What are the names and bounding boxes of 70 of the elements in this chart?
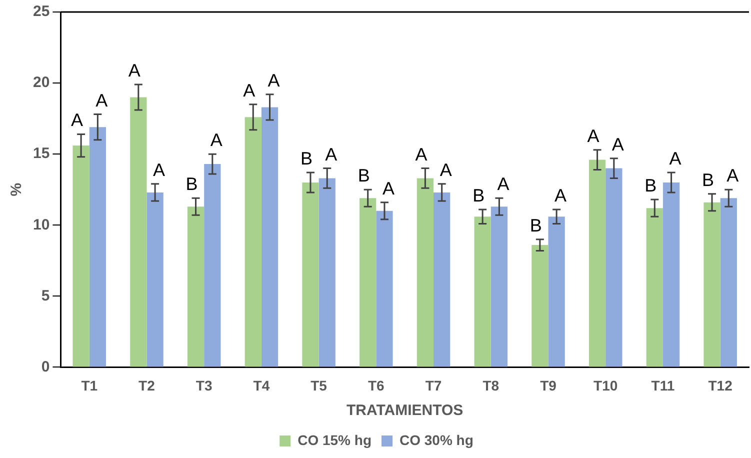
bar [704, 202, 720, 367]
bar [588, 160, 606, 367]
bar [548, 216, 565, 367]
bar [244, 117, 262, 367]
y-tick-label: 10 [32, 216, 50, 234]
bar [646, 208, 663, 367]
y-tick-label: 5 [41, 287, 50, 304]
y-tick-label: 15 [32, 145, 50, 162]
bar [318, 178, 336, 367]
data-label: A [71, 110, 84, 130]
bar [72, 146, 90, 367]
data-label: A [726, 166, 739, 186]
bar [204, 164, 221, 367]
y-axis-title: % [8, 182, 26, 196]
data-label: A [669, 148, 682, 169]
y-tick-label: 20 [32, 74, 50, 92]
data-label: B [300, 148, 312, 169]
bar [606, 168, 622, 367]
data-label: B [358, 166, 370, 186]
data-label: A [415, 144, 428, 164]
x-tick-label: T3 [196, 377, 212, 394]
bar [302, 182, 319, 367]
data-label: A [153, 160, 166, 180]
legend-label: CO 30% hg [400, 432, 474, 448]
bar [434, 192, 450, 367]
x-tick-label: T8 [482, 377, 500, 394]
bar [416, 178, 434, 367]
data-label: A [210, 130, 222, 150]
data-label: B [472, 185, 485, 206]
bar [89, 127, 106, 367]
x-axis-title: TRATAMIENTOS [346, 402, 464, 420]
y-tick-label: 25 [32, 3, 50, 20]
data-label: A [96, 90, 108, 110]
x-tick-label: T11 [651, 377, 675, 394]
x-tick-label: T9 [540, 377, 557, 394]
legend-label: CO 15% hg [298, 432, 372, 448]
bar [532, 245, 548, 367]
data-label: A [243, 80, 256, 100]
x-tick-label: T10 [594, 377, 618, 394]
data-label: A [497, 174, 510, 194]
bar [376, 210, 393, 367]
bar [187, 206, 204, 367]
data-label: A [382, 178, 394, 198]
data-label: A [325, 144, 338, 164]
bar [130, 97, 147, 367]
data-label: B [644, 176, 657, 196]
bar [474, 216, 491, 367]
data-label: A [128, 60, 140, 80]
x-tick-label: T2 [138, 377, 156, 394]
y-tick-label: 0 [41, 358, 50, 376]
data-label: A [587, 126, 600, 146]
data-label: B [530, 215, 542, 236]
data-label: B [702, 170, 714, 190]
bar [490, 206, 508, 367]
data-label: B [186, 174, 198, 194]
bar [146, 192, 164, 367]
x-tick-label: T1 [81, 377, 98, 394]
data-label: A [612, 134, 624, 154]
bar [261, 107, 278, 367]
data-label: A [268, 70, 280, 90]
bar [662, 182, 680, 367]
bar [360, 198, 376, 367]
x-tick-label: T6 [368, 377, 385, 394]
data-label: A [554, 185, 567, 206]
x-tick-label: T4 [253, 377, 270, 394]
x-tick-label: T5 [310, 377, 328, 394]
data-label: A [440, 160, 452, 180]
bar [720, 198, 737, 367]
x-tick-label: T7 [425, 377, 442, 394]
x-tick-label: T12 [708, 377, 733, 394]
